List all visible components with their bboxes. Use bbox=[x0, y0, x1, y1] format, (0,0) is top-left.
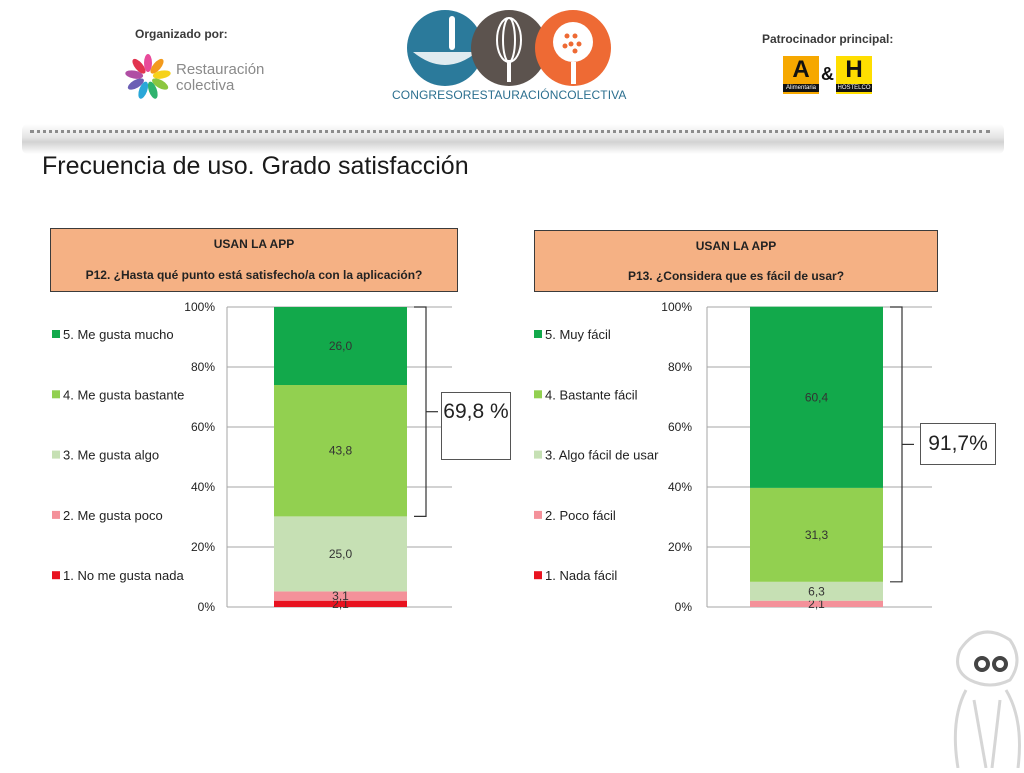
data-label: 6,3 bbox=[808, 584, 825, 598]
y-tick-label: 0% bbox=[675, 600, 693, 614]
restauracion-colectiva-logo-text: Restauración colectiva bbox=[176, 62, 264, 94]
hostelco-caption: HOSTELCO bbox=[836, 84, 872, 92]
summary-box-p12: 69,8 % bbox=[441, 392, 511, 460]
y-tick-label: 0% bbox=[198, 600, 216, 614]
bar-segment bbox=[274, 591, 407, 601]
bracket bbox=[414, 306, 427, 517]
question-box-p12-line2: P12. ¿Hasta qué punto está satisfecho/a … bbox=[85, 268, 423, 282]
summary-value-p13: 91,7% bbox=[928, 432, 988, 455]
summary-value-p12: 69,8 % bbox=[443, 400, 509, 423]
data-label: 31,3 bbox=[805, 528, 829, 542]
y-tick-label: 80% bbox=[668, 360, 692, 374]
bar-segment bbox=[750, 487, 883, 582]
page-title: Frecuencia de uso. Grado satisfacción bbox=[42, 152, 469, 180]
alimentaria-caption: Alimentaria bbox=[783, 84, 819, 92]
y-tick-label: 80% bbox=[191, 360, 215, 374]
data-label: 26,0 bbox=[329, 339, 353, 353]
bracket bbox=[890, 306, 903, 583]
question-box-p13-line2: P13. ¿Considera que es fácil de usar? bbox=[627, 269, 845, 283]
question-box-p13: USAN LA APP P13. ¿Considera que es fácil… bbox=[534, 230, 938, 292]
legend-label: 2. Me gusta poco bbox=[63, 508, 163, 523]
legend-swatch bbox=[534, 510, 542, 519]
sponsor-ampersand: & bbox=[821, 64, 834, 84]
restauracion-colectiva-flower-icon bbox=[122, 52, 174, 102]
legend-swatch bbox=[52, 330, 60, 338]
legend-swatch bbox=[52, 510, 60, 519]
legend-label: 4. Bastante fácil bbox=[545, 387, 638, 402]
y-tick-label: 20% bbox=[191, 540, 215, 554]
hostelco-logo: H HOSTELCO bbox=[836, 56, 872, 94]
legend-swatch bbox=[534, 390, 542, 399]
main-sponsor-label: Patrocinador principal: bbox=[762, 32, 894, 46]
legend-swatch bbox=[534, 450, 542, 459]
legend-swatch bbox=[52, 450, 60, 459]
chart-p13-ease-of-use: 0%20%40%60%80%100%2,16,331,360,45. Muy f… bbox=[534, 300, 932, 614]
y-tick-label: 60% bbox=[668, 420, 692, 434]
organized-by-label: Organizado por: bbox=[135, 27, 228, 41]
question-box-p12-line1: USAN LA APP bbox=[213, 237, 295, 251]
summary-box-p13: 91,7% bbox=[920, 423, 996, 465]
y-tick-label: 40% bbox=[191, 480, 215, 494]
y-tick-label: 100% bbox=[184, 300, 215, 314]
header-dotted-divider bbox=[30, 130, 990, 133]
legend-label: 3. Algo fácil de usar bbox=[545, 448, 659, 463]
legend-label: 2. Poco fácil bbox=[545, 508, 616, 523]
bar-segment bbox=[274, 516, 407, 592]
bar-segment bbox=[750, 600, 883, 607]
legend-label: 1. Nada fácil bbox=[545, 568, 617, 583]
hostelco-letter: H bbox=[845, 56, 863, 83]
y-tick-label: 60% bbox=[191, 420, 215, 434]
congreso-logo-text: CONGRESORESTAURACIÓNCOLECTIVA bbox=[392, 88, 627, 102]
bar-segment bbox=[274, 307, 407, 385]
y-tick-label: 20% bbox=[668, 540, 692, 554]
legend-swatch bbox=[52, 390, 60, 399]
legend-label: 4. Me gusta bastante bbox=[63, 387, 184, 402]
legend-swatch bbox=[52, 571, 60, 580]
y-tick-label: 40% bbox=[668, 480, 692, 494]
data-label: 3,1 bbox=[332, 589, 349, 603]
legend-swatch bbox=[534, 571, 542, 580]
legend-label: 5. Me gusta mucho bbox=[63, 327, 174, 342]
header-divider-band bbox=[22, 124, 1004, 154]
chef-illustration-icon bbox=[940, 620, 1024, 769]
bar-segment bbox=[274, 600, 407, 607]
logo-line-1: Restauración bbox=[176, 61, 265, 78]
question-box-p13-line1: USAN LA APP bbox=[695, 239, 777, 253]
data-label: 43,8 bbox=[329, 444, 353, 458]
legend-label: 3. Me gusta algo bbox=[63, 448, 159, 463]
bar-segment bbox=[274, 385, 407, 517]
logo-line-2: colectiva bbox=[176, 77, 235, 94]
legend-label: 1. No me gusta nada bbox=[63, 568, 184, 583]
alimentaria-letter: A bbox=[792, 56, 810, 83]
alimentaria-logo: A Alimentaria bbox=[783, 56, 819, 94]
legend-swatch bbox=[534, 330, 542, 338]
bar-segment bbox=[750, 581, 883, 601]
question-box-p12: USAN LA APP P12. ¿Hasta qué punto está s… bbox=[50, 228, 458, 292]
y-tick-label: 100% bbox=[661, 300, 692, 314]
congreso-logo-circles bbox=[405, 8, 615, 88]
bar-segment bbox=[750, 306, 883, 488]
data-label: 25,0 bbox=[329, 547, 353, 561]
legend-label: 5. Muy fácil bbox=[545, 327, 611, 342]
data-label: 60,4 bbox=[805, 390, 829, 404]
chart-p12-satisfaction: 0%20%40%60%80%100%2,13,125,043,826,05. M… bbox=[52, 300, 452, 614]
